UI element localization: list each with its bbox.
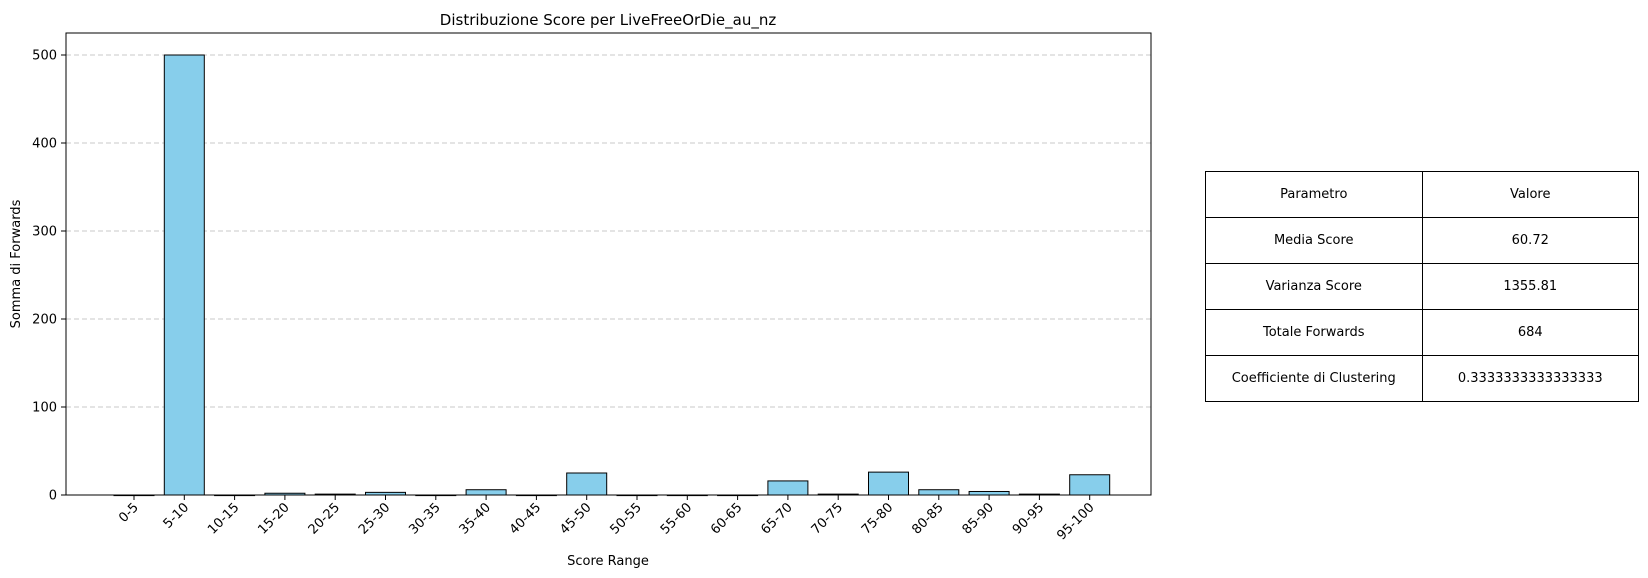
y-tick-label: 100: [32, 401, 57, 416]
table-row: Totale Forwards 684: [1205, 309, 1639, 356]
table-row: Coefficiente di Clustering 0.33333333333…: [1205, 355, 1639, 402]
x-tick-label: 55-60: [658, 500, 695, 537]
x-tick-label: 70-75: [809, 500, 846, 537]
bar-95-100: [1069, 474, 1111, 496]
table-cell: 684: [1421, 309, 1639, 356]
y-axis-label: Somma di Forwards: [9, 199, 24, 328]
x-tick-label: 15-20: [255, 500, 292, 537]
table-cell: Coefficiente di Clustering: [1205, 355, 1423, 402]
x-tick-label: 45-50: [557, 500, 594, 537]
x-tick-label: 95-100: [1054, 500, 1097, 543]
x-tick-label: 35-40: [457, 500, 494, 537]
y-tick-label: 300: [32, 225, 57, 240]
x-tick-label: 5-10: [161, 500, 192, 531]
plot-frame: [65, 32, 1152, 496]
bar-85-90: [968, 490, 1010, 496]
table-header-cell: Parametro: [1205, 171, 1423, 218]
x-axis-ticks: 0-5 5-10 10-15 15-20 20-25 25-30 30-35 35-40 40-…: [116, 495, 1098, 543]
y-axis-ticks: 0 100 200 300 400 500: [32, 49, 66, 504]
table-cell: 0.3333333333333333: [1421, 355, 1639, 402]
bar-45-50: [566, 472, 608, 496]
x-tick-label: 80-85: [909, 500, 946, 537]
y-tick-label: 0: [49, 489, 57, 504]
x-tick-label: 10-15: [205, 500, 242, 537]
y-tick-label: 400: [32, 137, 57, 152]
x-tick-label: 90-95: [1010, 500, 1047, 537]
x-tick-label: 30-35: [406, 500, 443, 537]
table-cell: Varianza Score: [1205, 263, 1423, 310]
table-cell: Totale Forwards: [1205, 309, 1423, 356]
bars: [113, 54, 1111, 497]
x-tick-label: 85-90: [960, 500, 997, 537]
table-row: Media Score 60.72: [1205, 217, 1639, 264]
x-tick-label: 75-80: [859, 500, 896, 537]
x-tick-label: 65-70: [758, 500, 795, 537]
bar-80-85: [918, 489, 960, 496]
bar-75-80: [868, 471, 909, 496]
table-row: Varianza Score 1355.81: [1205, 263, 1639, 310]
x-tick-label: 50-55: [608, 500, 645, 537]
table-cell: 1355.81: [1421, 263, 1639, 310]
y-tick-label: 500: [32, 49, 57, 64]
bar-5-10: [163, 54, 205, 496]
stats-table: Parametro Valore Media Score 60.72 Varia…: [1205, 171, 1639, 402]
bar-35-40: [465, 489, 507, 496]
table-cell: Media Score: [1205, 217, 1423, 264]
x-axis-label: Score Range: [567, 554, 649, 569]
table-header-row: Parametro Valore: [1205, 171, 1639, 218]
x-tick-label: 60-65: [708, 500, 745, 537]
x-tick-label: 40-45: [507, 500, 544, 537]
chart-title: Distribuzione Score per LiveFreeOrDie_au…: [440, 11, 777, 30]
x-tick-label: 0-5: [116, 500, 142, 526]
y-tick-label: 200: [32, 313, 57, 328]
table-cell: 60.72: [1421, 217, 1639, 264]
grid-lines: [66, 54, 1151, 408]
x-tick-label: 25-30: [356, 500, 393, 537]
bar-65-70: [767, 480, 809, 496]
table-header-cell: Valore: [1421, 171, 1639, 218]
x-tick-label: 20-25: [306, 500, 343, 537]
